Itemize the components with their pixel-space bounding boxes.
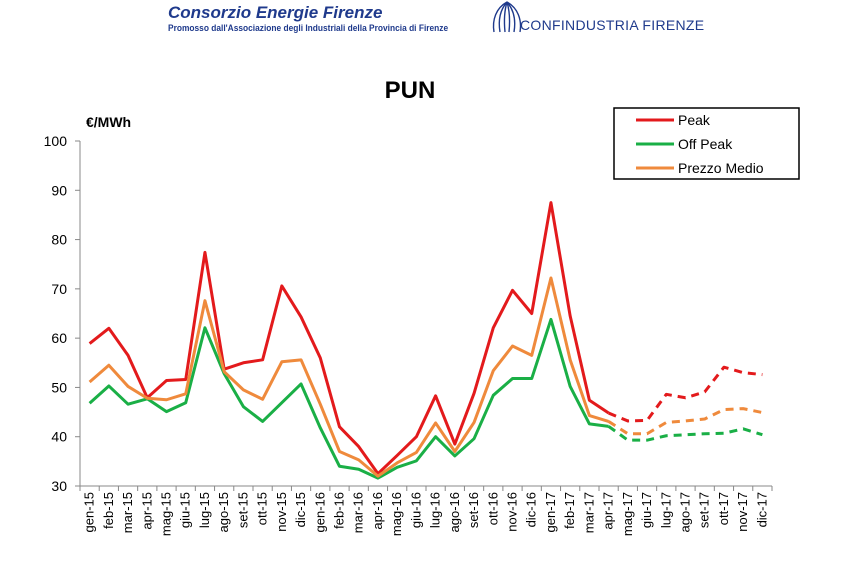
x-tick-label: nov-17 (735, 492, 750, 532)
series-projection-peak (608, 365, 763, 423)
x-tick-label: mar-16 (351, 492, 366, 533)
y-tick-label: 30 (51, 478, 67, 494)
x-tick-label: dic-15 (293, 492, 308, 527)
confindustria-logo: CONFINDUSTRIA FIRENZE (488, 0, 704, 34)
y-tick-label: 70 (51, 281, 67, 297)
series-line-off-peak (88, 317, 609, 480)
x-tick-label: mag-15 (159, 492, 174, 536)
x-tick-label: set-17 (697, 492, 712, 528)
series-line-prezzo-medio (88, 276, 610, 478)
x-tick-label: ott-16 (485, 492, 500, 525)
x-tick-label: nov-15 (274, 492, 289, 532)
x-tick-label: mag-17 (620, 492, 635, 536)
y-tick-label: 50 (51, 379, 67, 395)
x-tick-label: feb-16 (332, 492, 347, 529)
x-tick-label: ott-15 (255, 492, 270, 525)
series-projection-off-peak (607, 425, 763, 442)
y-tick-label: 100 (44, 133, 68, 149)
x-tick-label: nov-16 (505, 492, 520, 532)
x-tick-label: feb-15 (101, 492, 116, 529)
x-tick-label: lug-16 (428, 492, 443, 528)
x-tick-label: apr-16 (370, 492, 385, 530)
legend-label: Off Peak (678, 136, 733, 152)
x-tick-label: ago-16 (447, 492, 462, 532)
x-tick-label: dic-17 (754, 492, 769, 527)
legend-label: Prezzo Medio (678, 160, 764, 176)
x-tick-label: ott-17 (716, 492, 731, 525)
x-tick-label: gen-17 (543, 492, 558, 532)
consorzio-logo: Consorzio Energie Firenze Promosso dall'… (168, 4, 469, 34)
x-tick-label: lug-15 (197, 492, 212, 528)
org-subtitle: Promosso dall'Associazione degli Industr… (168, 23, 449, 33)
series-projection-prezzo-medio (607, 407, 763, 436)
x-tick-label: giu-15 (178, 492, 193, 528)
x-tick-label: set-15 (235, 492, 250, 528)
x-tick-label: dic-16 (524, 492, 539, 527)
y-tick-label: 40 (51, 429, 67, 445)
x-tick-label: mar-15 (120, 492, 135, 533)
y-axis-label: €/MWh (86, 114, 131, 130)
x-tick-label: apr-15 (139, 492, 154, 530)
x-tick-label: ago-17 (678, 492, 693, 532)
x-tick-label: mag-16 (389, 492, 404, 536)
y-tick-label: 60 (51, 330, 67, 346)
x-tick-label: set-16 (466, 492, 481, 528)
x-tick-label: giu-16 (408, 492, 423, 528)
x-tick-label: gen-16 (312, 492, 327, 532)
x-tick-label: apr-17 (601, 492, 616, 530)
org-name: Consorzio Energie Firenze (168, 3, 383, 22)
x-tick-label: gen-15 (82, 492, 97, 532)
legend-label: Peak (678, 112, 711, 128)
chart-title: PUN (385, 77, 436, 104)
confindustria-emblem-icon (492, 1, 522, 33)
y-tick-label: 80 (51, 232, 67, 248)
x-tick-label: lug-17 (658, 492, 673, 528)
series-line-peak (88, 201, 610, 476)
x-tick-label: giu-17 (639, 492, 654, 528)
x-tick-label: mar-17 (581, 492, 596, 533)
partner-name: CONFINDUSTRIA FIRENZE (520, 17, 705, 33)
y-tick-label: 90 (51, 182, 67, 198)
x-tick-label: ago-15 (216, 492, 231, 532)
x-tick-label: feb-17 (562, 492, 577, 529)
